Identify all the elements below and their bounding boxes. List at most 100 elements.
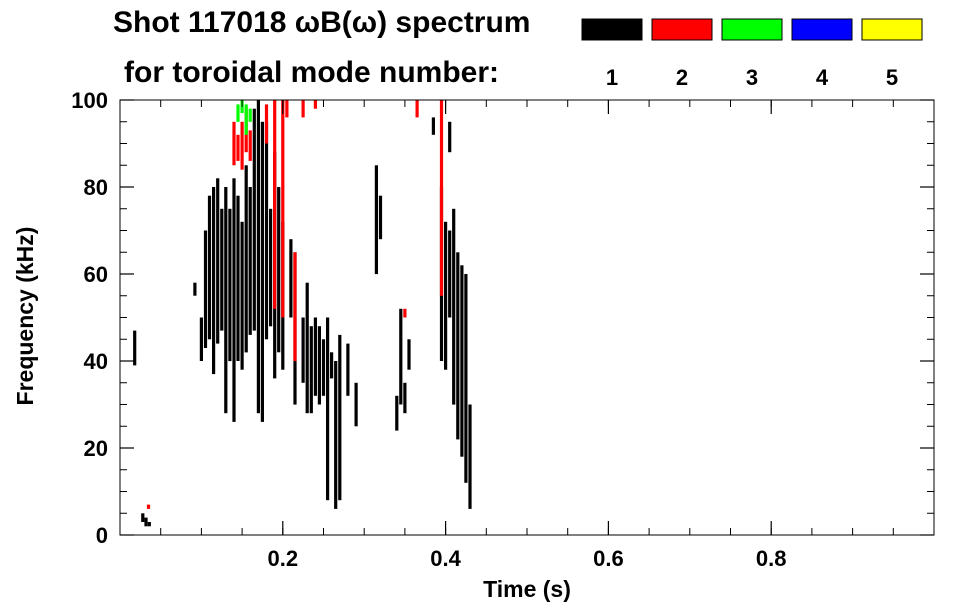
mode-1-point-4 [193, 282, 197, 296]
mode-1-point-18 [252, 108, 256, 331]
mode-1-point-43 [399, 308, 403, 405]
y-tick-label: 100 [71, 88, 108, 113]
mode-1-point-22 [269, 208, 273, 327]
mode-1-point-7 [207, 195, 212, 340]
mode-1-point-6 [203, 230, 208, 348]
mode-1-point-21 [264, 121, 269, 340]
mode-1-point-1 [141, 513, 145, 522]
mode-2-point-2 [236, 134, 240, 161]
x-tick-label: 0.8 [756, 546, 787, 571]
plot-area [133, 100, 472, 527]
mode-1-point-24 [277, 187, 281, 353]
legend-swatch-mode-3 [721, 18, 783, 41]
legend-swatch-mode-5 [861, 18, 923, 41]
y-tick-label: 20 [84, 436, 108, 461]
mode-1-point-51 [460, 265, 464, 457]
mode-1-point-45 [407, 339, 411, 370]
legend-label-mode-2: 2 [676, 65, 688, 90]
mode-2-point-15 [439, 100, 444, 296]
mode-2-point-6 [264, 104, 269, 144]
mode-1-point-33 [321, 339, 326, 396]
mode-1-point-11 [224, 187, 228, 414]
legend: 1 2 3 4 5 [581, 18, 923, 90]
mode-1-point-28 [301, 317, 305, 383]
legend-label-mode-3: 3 [746, 65, 758, 90]
series-mode-1 [133, 100, 472, 527]
mode-1-point-42 [395, 395, 399, 431]
mode-1-point-44 [403, 382, 407, 414]
mode-1-point-3 [147, 522, 151, 527]
mode-1-point-8 [212, 187, 216, 375]
y-tick-label: 80 [84, 175, 108, 200]
legend-label-mode-1: 1 [606, 65, 618, 90]
mode-2-point-8 [281, 100, 285, 318]
axes: 0.2 0.4 0.6 0.8 0 20 40 60 80 100 [71, 88, 935, 571]
y-tick-label: 40 [84, 349, 108, 374]
mode-1-point-47 [444, 221, 448, 370]
mode-1-point-31 [313, 317, 317, 396]
mode-1-point-37 [338, 334, 342, 501]
mode-2-point-1 [232, 121, 236, 166]
mode-1-point-20 [260, 121, 264, 422]
mode-1-point-50 [456, 252, 460, 440]
mode-1-point-16 [244, 165, 248, 353]
mode-1-point-13 [232, 178, 236, 422]
y-axis-label: Frequency (kHz) [12, 227, 38, 406]
mode-1-point-15 [240, 221, 244, 370]
mode-2-point-9 [285, 100, 289, 118]
mode-1-point-39 [354, 382, 358, 427]
mode-1-point-54 [448, 121, 452, 153]
mode-1-point-53 [468, 404, 472, 509]
mode-2-point-3 [240, 121, 244, 170]
mode-1-point-41 [378, 195, 383, 240]
mode-1-point-32 [317, 326, 321, 405]
mode-1-point-0 [133, 330, 137, 366]
mode-3-point-0 [236, 104, 240, 122]
mode-1-point-26 [289, 239, 293, 318]
mode-1-point-19 [256, 100, 260, 414]
x-tick-label: 0.2 [268, 546, 299, 571]
mode-2-point-10 [293, 252, 297, 362]
legend-swatch-mode-1 [581, 18, 643, 41]
y-tick-label: 0 [96, 523, 108, 548]
mode-1-point-14 [236, 195, 240, 361]
mode-1-point-10 [220, 208, 224, 331]
mode-3-point-3 [248, 108, 252, 122]
chart-title: Shot 117018 ωB(ω) spectrum [113, 6, 531, 39]
mode-1-point-40 [374, 165, 378, 275]
mode-1-point-30 [309, 326, 313, 414]
mode-1-point-35 [330, 352, 334, 379]
mode-1-point-52 [464, 274, 468, 483]
mode-2-point-13 [403, 308, 407, 318]
mode-2-point-14 [415, 100, 419, 118]
legend-swatch-mode-2 [651, 18, 713, 41]
mode-2-point-5 [248, 130, 252, 161]
mode-1-point-5 [199, 317, 203, 361]
mode-1-point-38 [346, 343, 350, 396]
mode-1-point-17 [248, 187, 252, 335]
legend-label-mode-5: 5 [886, 65, 898, 90]
mode-1-point-9 [216, 178, 220, 344]
x-tick-label: 0.4 [430, 546, 461, 571]
mode-1-point-36 [334, 361, 338, 509]
x-tick-label: 0.6 [593, 546, 624, 571]
mode-1-point-34 [326, 317, 330, 501]
mode-3-point-2 [244, 104, 248, 135]
legend-label-mode-4: 4 [816, 65, 829, 90]
x-axis-label: Time (s) [483, 576, 571, 602]
mode-1-point-29 [305, 282, 309, 414]
series-mode-2 [146, 100, 444, 509]
mode-1-point-48 [448, 230, 452, 318]
legend-swatch-mode-4 [791, 18, 853, 41]
mode-1-point-2 [144, 517, 148, 527]
series-mode-3 [236, 100, 252, 135]
mode-1-point-49 [452, 208, 456, 405]
chart-subtitle: for toroidal mode number: [124, 56, 499, 89]
mode-2-point-11 [301, 100, 305, 118]
y-tick-label: 60 [84, 262, 108, 287]
mode-1-point-55 [431, 117, 435, 135]
mode-2-point-7 [273, 100, 277, 309]
mode-1-point-12 [228, 208, 232, 362]
mode-2-point-0 [146, 504, 151, 509]
